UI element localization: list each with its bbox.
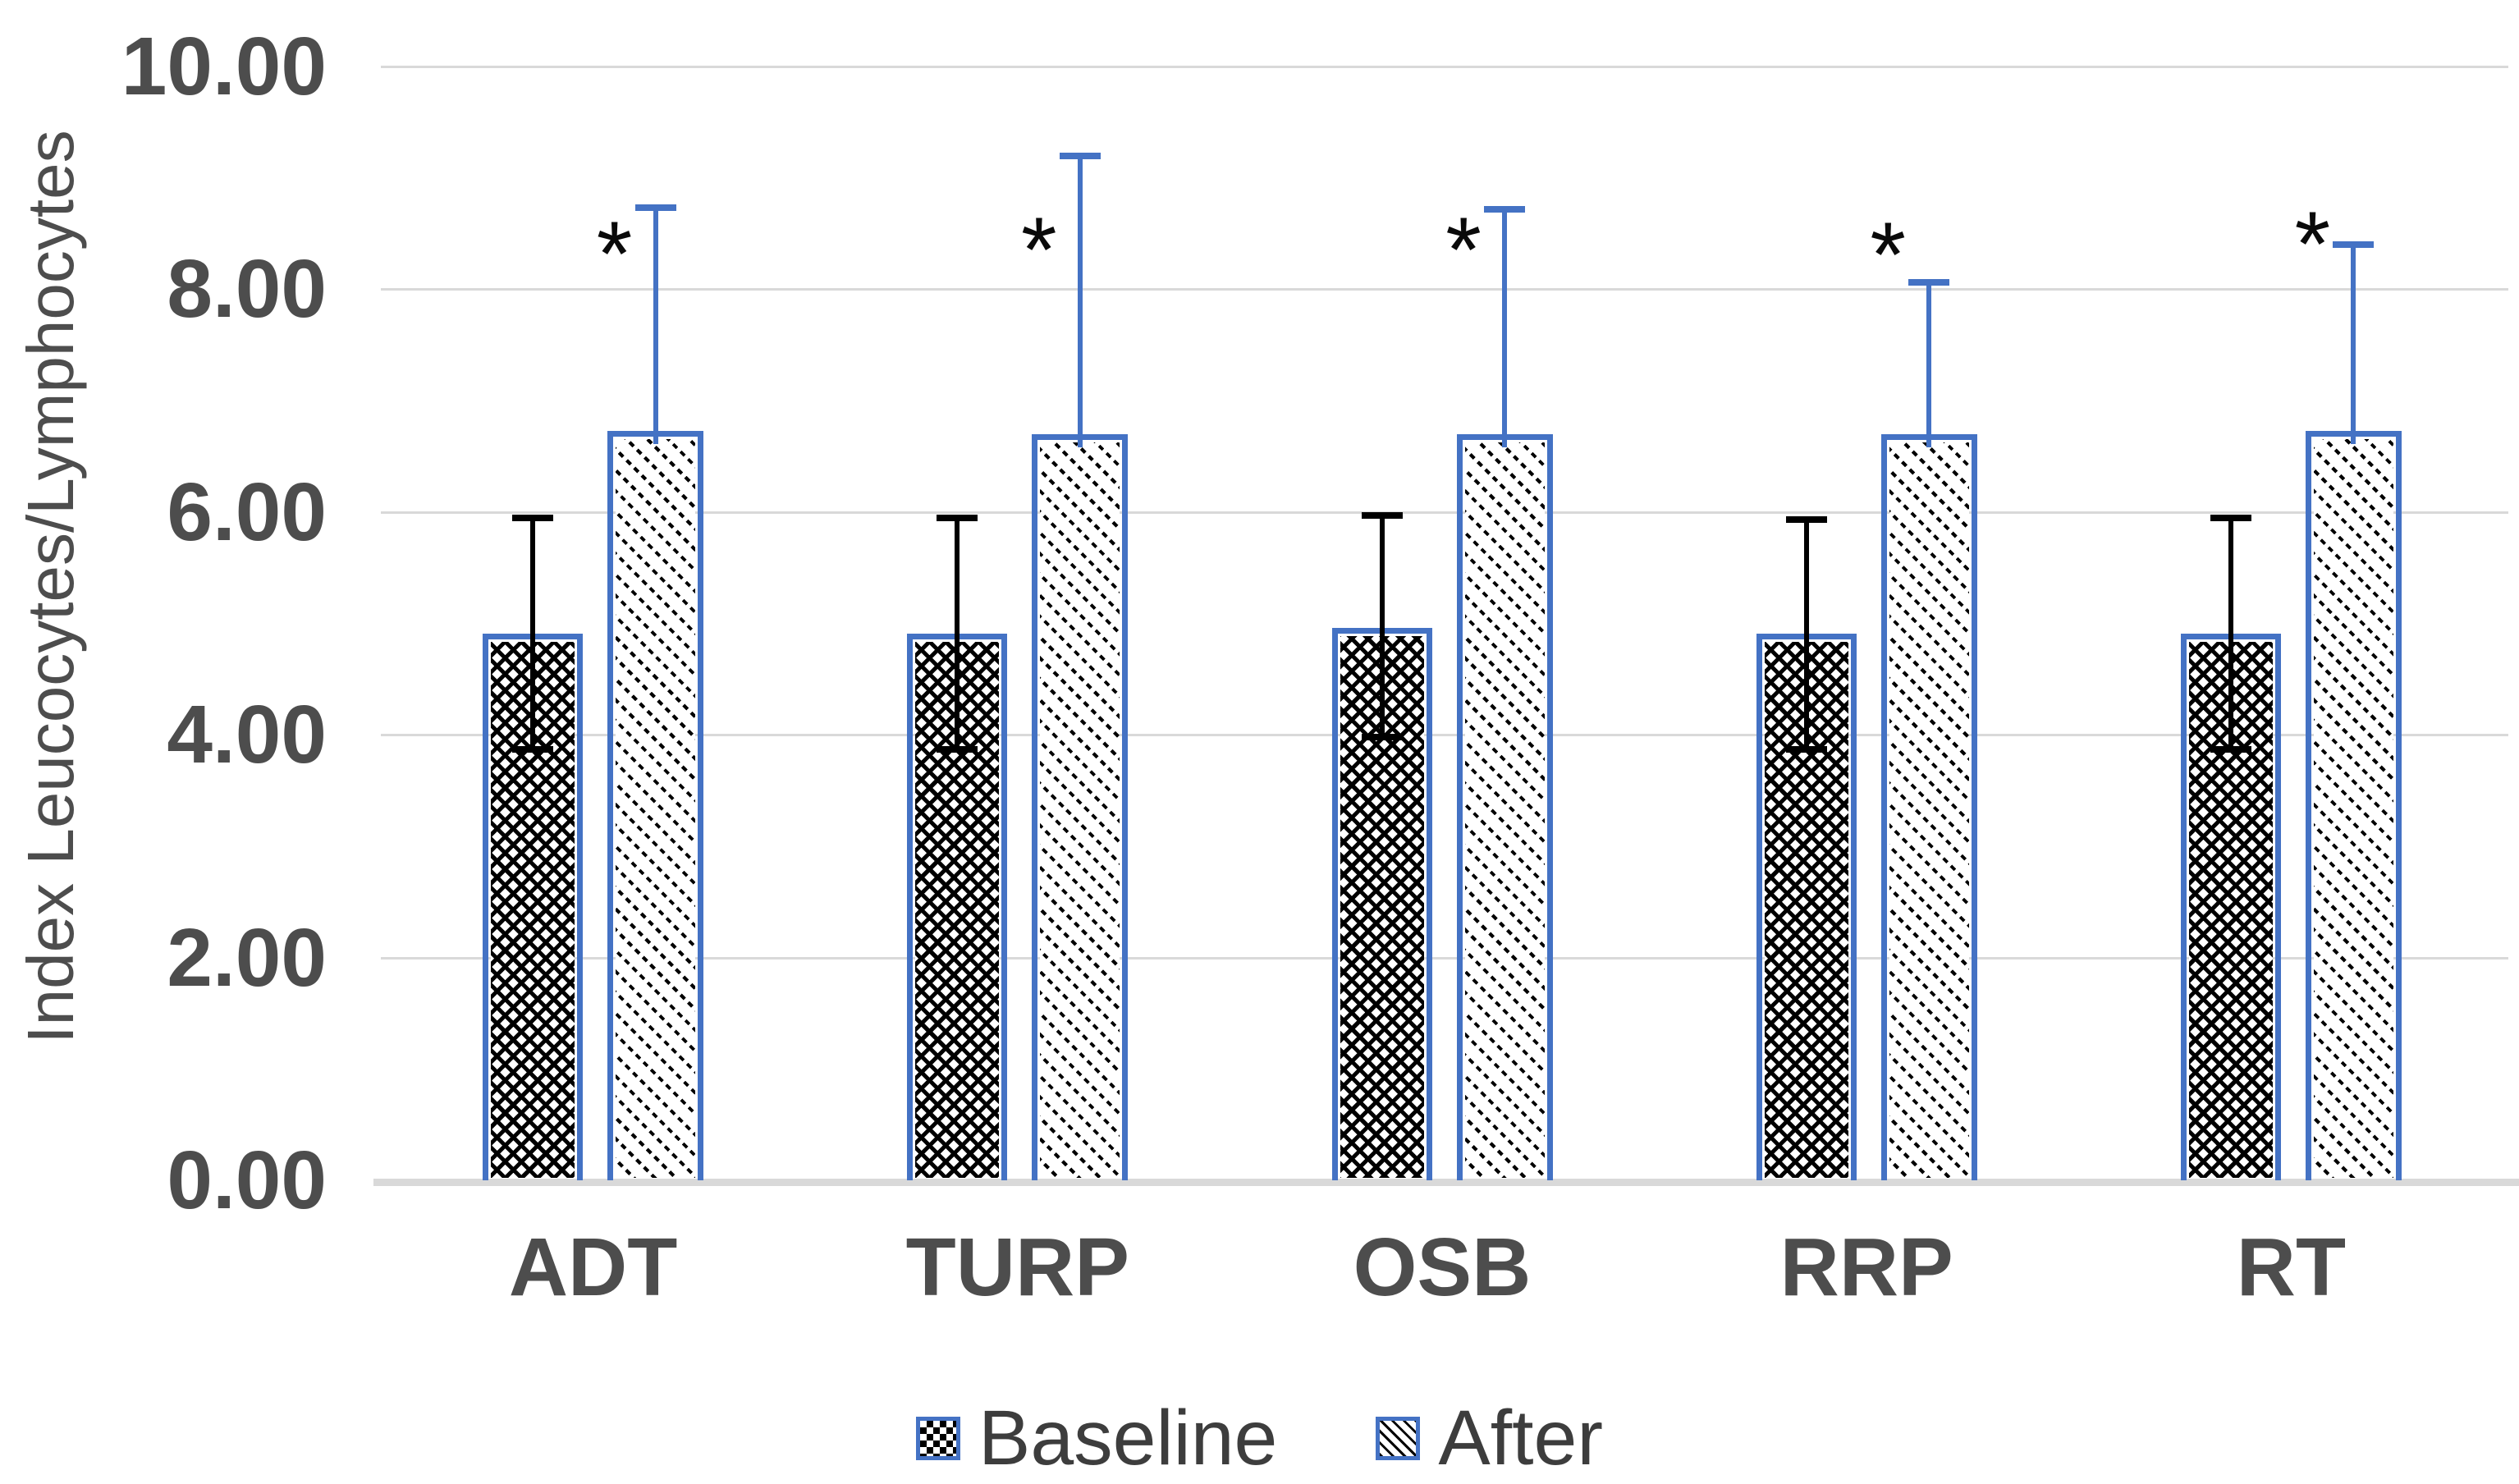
error-bar-after-RRP bbox=[1926, 282, 1932, 447]
error-bar-baseline-RRP bbox=[1803, 520, 1809, 749]
bar-after-TURP bbox=[1032, 433, 1129, 1180]
error-bar-after-cap-ADT bbox=[634, 204, 676, 212]
bar-after-RT bbox=[2305, 430, 2402, 1180]
x-axis-label-RT: RT bbox=[2236, 1221, 2347, 1313]
error-bar-baseline-cap-bottom-RRP bbox=[1785, 745, 1827, 753]
y-tick-label: 0.00 bbox=[167, 1134, 327, 1226]
legend-label-after: After bbox=[1438, 1395, 1604, 1482]
error-bar-baseline-cap-bottom-RT bbox=[2210, 745, 2251, 753]
error-bar-after-ADT bbox=[653, 208, 658, 444]
y-tick-label: 4.00 bbox=[167, 689, 327, 781]
error-bar-baseline-TURP bbox=[955, 517, 960, 749]
significance-asterisk-OSB: * bbox=[1445, 198, 1482, 301]
legend-item-after: After bbox=[1376, 1394, 1603, 1483]
error-bar-baseline-cap-top-TURP bbox=[937, 514, 978, 521]
y-tick-label: 6.00 bbox=[167, 465, 327, 558]
bar-after-ADT bbox=[607, 430, 704, 1180]
error-bar-after-OSB bbox=[1502, 208, 1507, 447]
bar-after-RRP bbox=[1880, 433, 1977, 1180]
error-bar-baseline-cap-top-RRP bbox=[1785, 516, 1827, 524]
legend-item-baseline: Baseline bbox=[915, 1394, 1278, 1483]
legend: Baseline After bbox=[0, 1394, 2519, 1483]
error-bar-after-RT bbox=[2351, 245, 2356, 444]
error-bar-baseline-cap-bottom-OSB bbox=[1361, 733, 1403, 740]
error-bar-baseline-cap-top-ADT bbox=[512, 514, 554, 521]
x-axis-label-TURP: TURP bbox=[905, 1221, 1129, 1313]
error-bar-after-cap-RT bbox=[2333, 241, 2375, 249]
significance-asterisk-RT: * bbox=[2294, 192, 2331, 295]
error-bar-baseline-RT bbox=[2228, 517, 2233, 749]
legend-label-baseline: Baseline bbox=[978, 1395, 1278, 1482]
gridline bbox=[381, 956, 2508, 960]
error-bar-after-TURP bbox=[1077, 155, 1083, 447]
x-axis-label-OSB: OSB bbox=[1353, 1221, 1532, 1313]
y-tick-label: 10.00 bbox=[121, 21, 327, 112]
y-tick-label: 2.00 bbox=[167, 911, 327, 1004]
gridline bbox=[381, 511, 2508, 514]
bar-after-OSB bbox=[1456, 433, 1553, 1180]
error-bar-baseline-cap-bottom-ADT bbox=[512, 745, 554, 753]
error-bar-baseline-cap-top-RT bbox=[2210, 514, 2251, 521]
significance-asterisk-TURP: * bbox=[1021, 198, 1057, 301]
gridline bbox=[381, 288, 2508, 291]
error-bar-after-cap-RRP bbox=[1908, 279, 1950, 286]
error-bar-baseline-cap-bottom-TURP bbox=[937, 745, 978, 753]
bar-baseline-OSB bbox=[1331, 627, 1432, 1180]
gridline bbox=[381, 66, 2508, 68]
error-bar-baseline-cap-top-OSB bbox=[1361, 511, 1403, 519]
error-bar-after-cap-OSB bbox=[1484, 205, 1525, 213]
error-bar-baseline-OSB bbox=[1379, 515, 1385, 737]
error-bar-baseline-ADT bbox=[530, 517, 536, 749]
bar-baseline-RRP bbox=[1756, 633, 1857, 1180]
x-axis-label-ADT: ADT bbox=[508, 1221, 678, 1313]
significance-asterisk-ADT: * bbox=[596, 202, 633, 305]
y-tick-label: 8.00 bbox=[167, 243, 327, 336]
significance-asterisk-RRP: * bbox=[1870, 204, 1906, 307]
x-axis-label-RRP: RRP bbox=[1779, 1221, 1953, 1313]
error-bar-after-cap-TURP bbox=[1059, 152, 1101, 159]
gridline bbox=[381, 734, 2508, 737]
legend-swatch-baseline-pattern-icon bbox=[915, 1417, 960, 1460]
x-axis-line bbox=[373, 1179, 2519, 1186]
legend-swatch-after-pattern-icon bbox=[1376, 1417, 1421, 1460]
